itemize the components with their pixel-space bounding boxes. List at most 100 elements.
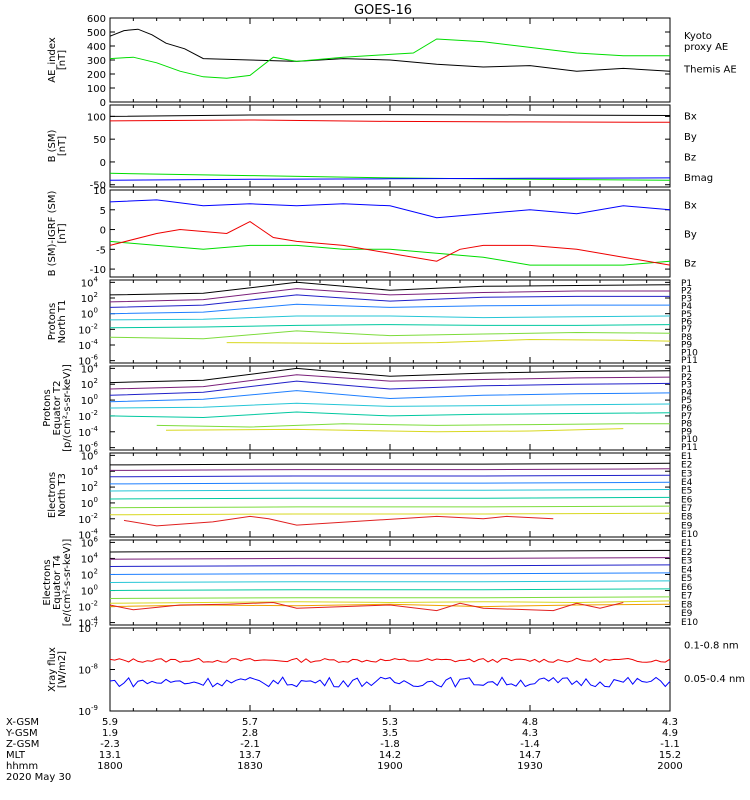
- legend-label-e8: E8: [681, 600, 693, 610]
- series-line-bx: [109, 199, 671, 219]
- series-line-e2: [109, 468, 671, 471]
- series-line-bx: [109, 177, 671, 181]
- legend-entry: Bz: [684, 152, 696, 163]
- x-tick-value: 13.1: [99, 750, 121, 761]
- legend-label-e10: E10: [681, 618, 698, 628]
- y-tick-label: 106: [81, 535, 99, 549]
- series-line-e5: [109, 489, 671, 492]
- x-tick-value: 14.2: [379, 750, 401, 761]
- y-tick-label: 10: [93, 186, 106, 197]
- series-line-p3: [109, 380, 671, 396]
- series-line-e5: [109, 580, 671, 583]
- x-tick-value: -1.8: [380, 739, 400, 750]
- legend-label-e4: E4: [681, 478, 693, 488]
- y-tick-label: 10-4: [78, 528, 98, 542]
- legend-label-p10: P10: [681, 435, 698, 445]
- x-tick-value: -2.1: [240, 739, 260, 750]
- x-tick-value: 4.3: [662, 717, 678, 728]
- x-tick-value: 14.7: [519, 750, 541, 761]
- x-row-label: Z-GSM: [6, 739, 39, 750]
- y-tick-label: 10-8: [78, 663, 98, 677]
- legend-label-p8: P8: [681, 420, 692, 430]
- legend-entry: By: [684, 230, 697, 241]
- y-tick-label: 10-4: [78, 425, 98, 439]
- y-tick-label: -50: [90, 181, 106, 192]
- series-line-e1: [109, 462, 671, 466]
- series-line-p8: [226, 338, 671, 344]
- legend-label-p5: P5: [681, 396, 692, 406]
- series-line-p6: [109, 324, 671, 329]
- series-line-p7: [109, 330, 671, 340]
- y-tick-label: 400: [87, 42, 106, 53]
- y-tick-label: 10-4: [78, 616, 98, 630]
- x-tick-value: 4.8: [522, 717, 538, 728]
- legend-label-p8: P8: [681, 333, 692, 343]
- legend-label-e6: E6: [681, 583, 693, 593]
- series-line-e6: [109, 496, 671, 500]
- x-tick-value: -1.1: [660, 739, 680, 750]
- legend-label-p11: P11: [681, 356, 698, 366]
- y-tick-label: 102: [81, 480, 98, 494]
- series-line-0-05-0-4-nm: [109, 676, 671, 688]
- y-tick-label: 10-6: [78, 441, 98, 455]
- x-row-label: 2020 May 30: [6, 772, 71, 783]
- series-line-e10: [109, 601, 624, 612]
- legend-label-p2: P2: [681, 287, 692, 297]
- y-axis-label: ProtonsNorth T1: [47, 300, 68, 344]
- x-tick-value: 1930: [517, 761, 542, 772]
- x-tick-value: -2.3: [100, 739, 120, 750]
- y-tick-label: 10-6: [78, 354, 98, 368]
- legend-label-e3: E3: [681, 557, 692, 567]
- legend-label-p9: P9: [681, 427, 692, 437]
- legend-label-e2: E2: [681, 461, 692, 471]
- series-line-by: [109, 240, 671, 266]
- legend-label-e9: E9: [681, 521, 693, 531]
- legend-entry: Bmag: [684, 173, 713, 184]
- series-line-e3: [109, 474, 671, 478]
- legend-label-e5: E5: [681, 574, 692, 584]
- panel-frame: [109, 452, 671, 538]
- legend-label-e8: E8: [681, 513, 693, 523]
- y-tick-label: -5: [96, 245, 106, 256]
- series-line-p6: [109, 411, 671, 419]
- x-tick-value: -1.4: [520, 739, 540, 750]
- x-row-label: hhmm: [6, 761, 38, 772]
- series-line-kyoto-proxy-ae: [109, 38, 670, 79]
- y-tick-label: 104: [81, 464, 99, 478]
- y-axis-label: ElectronsNorth T3: [47, 472, 68, 518]
- y-tick-label: 10-2: [78, 409, 98, 423]
- panel-frame: [109, 189, 671, 278]
- y-tick-label: 50: [93, 135, 106, 146]
- series-line-e7: [109, 596, 671, 599]
- legend-label-p7: P7: [681, 325, 692, 335]
- y-tick-label: 5: [100, 206, 106, 217]
- legend-entry: By: [684, 132, 697, 143]
- x-tick-value: 4.3: [522, 728, 538, 739]
- series-line-e3: [109, 564, 671, 567]
- y-tick-label: 200: [87, 70, 106, 81]
- y-axis-label: Xray flux[W/m2]: [47, 647, 68, 692]
- legend-label-p10: P10: [681, 348, 698, 358]
- series-line-themis-ae: [109, 28, 671, 72]
- x-tick-value: 1.9: [102, 728, 118, 739]
- y-tick-label: 104: [81, 275, 99, 289]
- x-tick-value: 1800: [97, 761, 122, 772]
- series-line-e8: [109, 600, 671, 604]
- x-tick-value: 1900: [377, 761, 402, 772]
- legend-label-p3: P3: [681, 381, 692, 391]
- legend-label-p3: P3: [681, 294, 692, 304]
- y-axis-label: AE_index[nT]: [47, 37, 68, 83]
- panel-8: 10-7 10-8 10-9 Xray flux[W/m2] 0.1-0.8 nm 0.0…: [47, 621, 745, 718]
- legend-label-p4: P4: [681, 388, 692, 398]
- x-row-label: X-GSM: [6, 717, 39, 728]
- y-tick-label: 100: [81, 307, 98, 321]
- y-tick-label: 100: [81, 496, 98, 510]
- panel-7: 106 104 102 100 10-2 10-4 ElectronsEquator T4[…: [42, 535, 698, 629]
- y-tick-label: 104: [81, 361, 99, 375]
- panel-5: 104 102 100 10-2 10-4 10-6 ProtonsEquator T2[p…: [42, 361, 698, 454]
- y-tick-label: 300: [87, 56, 106, 67]
- legend-label-p11: P11: [681, 443, 698, 453]
- y-tick-label: 102: [81, 567, 98, 581]
- y-tick-label: 106: [81, 448, 99, 462]
